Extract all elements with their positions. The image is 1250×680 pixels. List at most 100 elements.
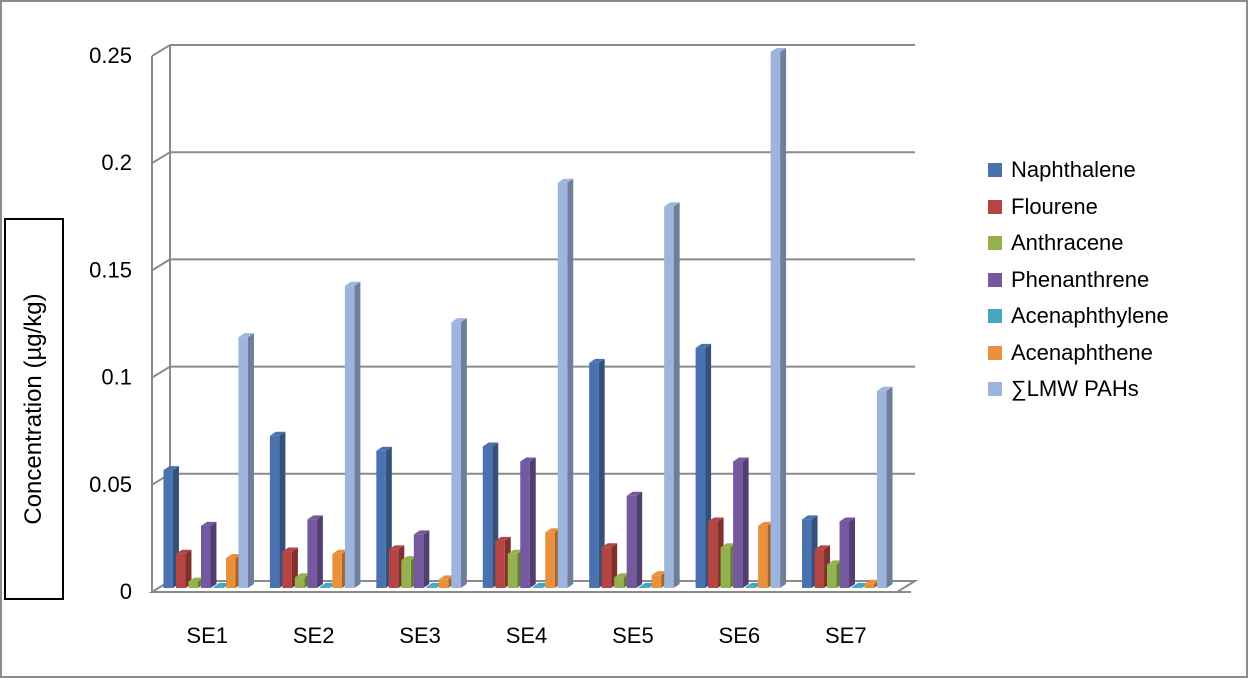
bar-face [482,446,493,588]
bar-top [827,560,843,565]
legend-item: Flourene [988,189,1169,226]
bar-face [401,560,411,588]
bar-face [589,362,599,588]
bar-top [520,457,536,462]
bar-face [294,577,305,588]
bar-face [532,586,543,588]
bar-top [332,549,348,554]
bar [589,358,605,588]
bar-top [864,579,881,584]
bar-top [708,517,724,522]
bar-top [213,582,229,587]
bar [557,178,574,588]
bar-top [188,577,204,582]
bar-top [175,549,192,554]
bar [307,515,323,588]
bar-face [451,322,461,588]
bar-top [319,582,336,587]
legend-item: Naphthalene [988,152,1169,189]
y-tick-label: 0.15 [89,257,132,282]
legend-swatch [988,382,1002,397]
bar [451,318,467,588]
bar-face [507,553,518,588]
bar-top [163,466,179,471]
bar-face [852,586,862,588]
bar-face [282,551,292,588]
x-tick-label: SE7 [825,623,867,648]
bar-top [388,545,405,550]
bar [733,457,749,588]
bar-side [247,333,254,588]
bar-top [651,571,668,576]
bar-face [545,532,555,588]
bar-face [827,564,837,588]
bar-face [839,521,850,588]
bar-face [269,435,280,588]
bar-face [188,581,198,588]
bar [344,281,361,588]
bar-top [589,358,605,363]
gridline-depth [151,44,171,57]
x-tick-label: SE4 [506,623,548,648]
bar-top [532,582,549,587]
legend-label: Naphthalene [1011,157,1136,183]
bar-face [639,586,649,588]
legend-label: Phenanthrene [1011,266,1150,292]
bars [163,48,893,589]
y-tick-label: 0.25 [89,43,132,68]
bar [664,202,680,589]
bar-face [495,540,505,588]
bar-face [388,549,399,588]
bar-face [664,206,674,589]
legend-label: Acenaphthene [1011,339,1153,365]
bar [175,549,192,588]
legend-swatch [988,199,1002,214]
bar-face [601,547,612,588]
x-tick-labels: SE1 SE2 SE3 SE4 SE5 SE6 SE7 [186,623,866,648]
bar [413,530,430,588]
bar-side [279,431,286,588]
bar-top [557,178,574,183]
legend-label: Anthracene [1011,230,1124,256]
bar [626,491,643,588]
bar-face [614,577,624,588]
bar-face [175,553,186,588]
legend-swatch [988,345,1002,360]
bar-side [673,202,680,589]
bar [200,521,217,588]
bar-top [495,536,511,541]
bar-top [200,521,217,526]
bar-top [601,543,618,548]
bar-face [319,586,330,588]
bar-side [636,491,643,588]
bar-top [770,48,787,52]
bar-top [451,318,467,323]
bar-side [886,386,893,588]
legend-swatch [988,272,1002,287]
bar-face [225,557,236,588]
bar-top [238,333,254,338]
x-tick-label: SE5 [612,623,654,648]
y-tick-label: 0 [120,579,132,604]
bar [877,386,893,588]
bar-top [877,386,893,391]
bar-face [238,337,248,588]
bar-top [758,521,774,526]
y-axis-label: Concentration (µg/kg) [20,293,47,525]
bar-face [651,575,662,588]
y-axis-label-box: Concentration (µg/kg) [4,218,64,600]
x-tick-label: SE2 [293,623,335,648]
bar [238,333,254,588]
bar-top [282,547,298,552]
gridline-depth [151,365,171,379]
bar-side [460,318,467,588]
legend-swatch [988,309,1002,324]
legend-item: Acenaphthene [988,335,1169,372]
bar-side [742,457,749,588]
legend-swatch [988,163,1002,178]
bar-top [664,202,680,207]
bar-top [225,553,242,558]
bar-top [294,573,311,578]
x-tick-label: SE6 [719,623,761,648]
